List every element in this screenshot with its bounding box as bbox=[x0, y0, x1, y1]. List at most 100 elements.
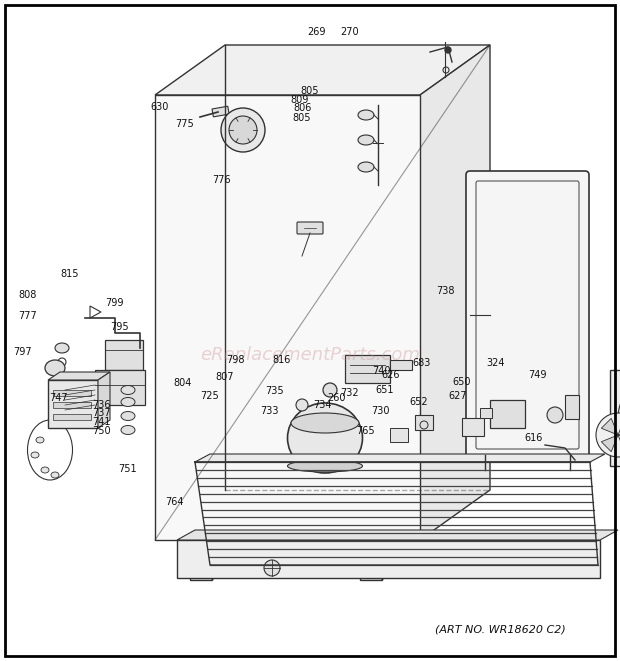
FancyBboxPatch shape bbox=[297, 222, 323, 234]
Ellipse shape bbox=[358, 135, 374, 145]
Text: 805: 805 bbox=[301, 86, 319, 97]
Polygon shape bbox=[618, 418, 620, 435]
Circle shape bbox=[596, 413, 620, 457]
Text: (ART NO. WR18620 C2): (ART NO. WR18620 C2) bbox=[435, 625, 565, 635]
Ellipse shape bbox=[288, 403, 363, 473]
Text: 749: 749 bbox=[528, 370, 547, 381]
Polygon shape bbox=[212, 534, 220, 580]
Ellipse shape bbox=[291, 413, 359, 433]
Text: eReplacementParts.com: eReplacementParts.com bbox=[200, 346, 420, 364]
Bar bbox=[462, 418, 484, 436]
Text: 735: 735 bbox=[265, 386, 284, 397]
Text: 751: 751 bbox=[118, 464, 136, 474]
Text: 804: 804 bbox=[174, 378, 192, 389]
Text: 683: 683 bbox=[412, 358, 431, 368]
Text: 725: 725 bbox=[200, 391, 219, 401]
Text: 730: 730 bbox=[371, 406, 389, 416]
Circle shape bbox=[221, 108, 265, 152]
Ellipse shape bbox=[41, 467, 49, 473]
Text: 650: 650 bbox=[453, 377, 471, 387]
Circle shape bbox=[618, 376, 620, 460]
Text: 808: 808 bbox=[19, 290, 37, 300]
FancyBboxPatch shape bbox=[466, 171, 589, 459]
Circle shape bbox=[296, 399, 308, 411]
Text: 806: 806 bbox=[293, 102, 312, 113]
Text: 750: 750 bbox=[92, 426, 110, 436]
Text: 775: 775 bbox=[175, 119, 194, 129]
Polygon shape bbox=[98, 372, 110, 428]
Text: 616: 616 bbox=[524, 432, 542, 443]
Polygon shape bbox=[382, 534, 390, 580]
Bar bbox=[415, 415, 433, 430]
Bar bbox=[53, 390, 91, 396]
Polygon shape bbox=[601, 435, 618, 451]
Polygon shape bbox=[601, 418, 618, 435]
Polygon shape bbox=[618, 435, 620, 451]
Bar bbox=[360, 540, 382, 580]
Bar bbox=[95, 370, 145, 405]
Text: 652: 652 bbox=[409, 397, 428, 407]
Text: 738: 738 bbox=[436, 286, 454, 296]
Ellipse shape bbox=[121, 412, 135, 420]
Bar bbox=[345, 355, 390, 383]
Text: 799: 799 bbox=[105, 297, 124, 308]
Bar bbox=[190, 540, 212, 580]
Ellipse shape bbox=[358, 110, 374, 120]
Polygon shape bbox=[195, 454, 605, 462]
Text: 734: 734 bbox=[313, 399, 332, 410]
Text: 795: 795 bbox=[110, 322, 129, 332]
Bar bbox=[490, 400, 525, 428]
Ellipse shape bbox=[51, 472, 59, 478]
Bar bbox=[390, 428, 408, 442]
Text: 816: 816 bbox=[273, 355, 291, 366]
Bar bbox=[105, 340, 143, 370]
Text: 732: 732 bbox=[340, 388, 358, 399]
Text: 807: 807 bbox=[216, 371, 234, 382]
Circle shape bbox=[547, 407, 563, 423]
Text: 764: 764 bbox=[166, 497, 184, 507]
Ellipse shape bbox=[36, 437, 44, 443]
Circle shape bbox=[445, 47, 451, 53]
Text: 630: 630 bbox=[151, 102, 169, 112]
Bar bbox=[565, 395, 579, 419]
Text: 324: 324 bbox=[487, 358, 505, 368]
Polygon shape bbox=[155, 45, 490, 95]
Ellipse shape bbox=[31, 452, 39, 458]
Polygon shape bbox=[177, 530, 618, 540]
Text: 747: 747 bbox=[50, 393, 68, 403]
Ellipse shape bbox=[358, 162, 374, 172]
Bar bbox=[480, 408, 492, 418]
Text: 815: 815 bbox=[60, 269, 79, 279]
Text: 270: 270 bbox=[340, 26, 358, 37]
Text: 626: 626 bbox=[381, 370, 400, 381]
Text: 651: 651 bbox=[375, 385, 394, 395]
Text: 777: 777 bbox=[19, 311, 37, 321]
Text: 809: 809 bbox=[290, 95, 309, 106]
Text: 765: 765 bbox=[356, 426, 375, 436]
Bar bbox=[610, 370, 620, 466]
Polygon shape bbox=[155, 95, 420, 540]
Text: 736: 736 bbox=[92, 399, 110, 410]
Ellipse shape bbox=[288, 460, 363, 472]
Circle shape bbox=[323, 383, 337, 397]
Text: 776: 776 bbox=[213, 175, 231, 185]
Text: 797: 797 bbox=[14, 346, 32, 357]
Text: 805: 805 bbox=[293, 112, 311, 123]
Bar bbox=[53, 402, 91, 408]
Text: 740: 740 bbox=[372, 366, 391, 377]
Ellipse shape bbox=[121, 385, 135, 395]
Polygon shape bbox=[48, 372, 110, 380]
Text: 733: 733 bbox=[260, 406, 279, 416]
Text: 798: 798 bbox=[226, 355, 245, 366]
Ellipse shape bbox=[121, 397, 135, 407]
Circle shape bbox=[264, 560, 280, 576]
Ellipse shape bbox=[55, 343, 69, 353]
Circle shape bbox=[229, 116, 257, 144]
Text: 741: 741 bbox=[92, 416, 110, 427]
Bar bbox=[212, 106, 229, 117]
Text: 269: 269 bbox=[307, 26, 326, 37]
Polygon shape bbox=[177, 540, 600, 578]
Bar bbox=[48, 380, 98, 428]
Text: 737: 737 bbox=[92, 408, 110, 418]
Text: 260: 260 bbox=[327, 393, 346, 403]
